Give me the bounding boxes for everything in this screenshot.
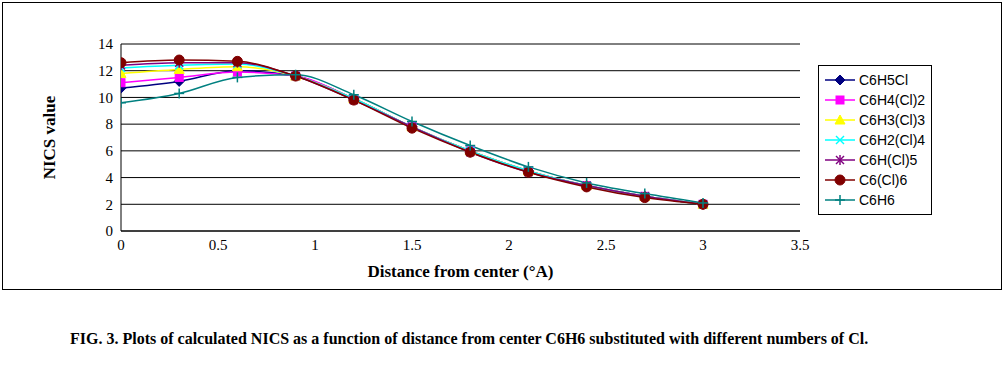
svg-text:1.5: 1.5: [403, 237, 422, 253]
html-text:C6H(Cl)5: C6H(Cl)5: [859, 152, 918, 168]
svg-text:6: 6: [106, 143, 114, 159]
svg-text:1: 1: [311, 237, 319, 253]
svg-text:0.5: 0.5: [209, 237, 228, 253]
html-text:C6H2(Cl)4: C6H2(Cl)4: [859, 132, 926, 148]
svg-text:2: 2: [505, 237, 513, 253]
html-text:C6H6: C6H6: [859, 192, 895, 208]
svg-text:0: 0: [117, 237, 125, 253]
html-text:FIG. 3. Plots of calculated NI: FIG. 3. Plots of calculated NICS as a fu…: [70, 330, 869, 347]
html-text:C6(Cl)6: C6(Cl)6: [859, 172, 908, 188]
svg-text:2.5: 2.5: [597, 237, 616, 253]
svg-text:12: 12: [98, 63, 113, 79]
svg-text:10: 10: [98, 90, 113, 106]
svg-text:0: 0: [106, 223, 114, 239]
html-text:C6H5Cl: C6H5Cl: [859, 72, 908, 88]
svg-text:2: 2: [106, 197, 114, 213]
svg-text:3.5: 3.5: [791, 237, 810, 253]
svg-text:8: 8: [106, 116, 114, 132]
svg-text:14: 14: [98, 36, 114, 52]
svg-text:3: 3: [699, 237, 707, 253]
svg-text:NICS value: NICS value: [40, 95, 59, 179]
svg-text:4: 4: [106, 170, 114, 186]
svg-text:Distance from center (°A): Distance from center (°A): [367, 262, 553, 281]
html-text:C6H4(Cl)2: C6H4(Cl)2: [859, 92, 926, 108]
html-text:C6H3(Cl)3: C6H3(Cl)3: [859, 112, 926, 128]
